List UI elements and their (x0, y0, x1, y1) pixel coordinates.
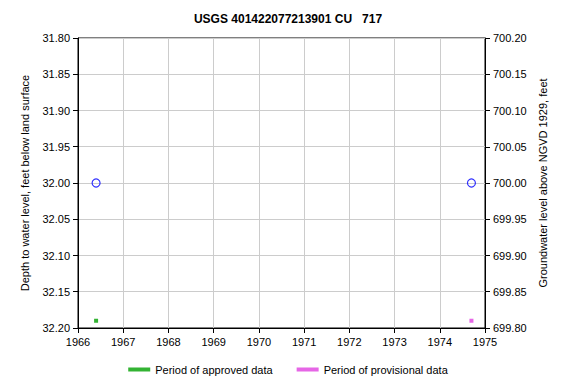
svg-text:31.90: 31.90 (42, 105, 70, 117)
svg-text:699.80: 699.80 (493, 322, 527, 334)
svg-text:1970: 1970 (247, 336, 271, 348)
svg-text:700.00: 700.00 (493, 177, 527, 189)
svg-text:1967: 1967 (111, 336, 135, 348)
svg-text:32.05: 32.05 (42, 213, 70, 225)
svg-text:1972: 1972 (337, 336, 361, 348)
svg-text:Depth to water level, feet bel: Depth to water level, feet below land su… (19, 75, 31, 291)
svg-text:Period of provisional data: Period of provisional data (324, 364, 449, 376)
svg-text:699.90: 699.90 (493, 250, 527, 262)
svg-text:1971: 1971 (292, 336, 316, 348)
svg-text:699.95: 699.95 (493, 213, 527, 225)
svg-text:1968: 1968 (156, 336, 180, 348)
svg-text:32.20: 32.20 (42, 322, 70, 334)
svg-text:Groundwater level above NGVD 1: Groundwater level above NGVD 1929, feet (537, 78, 549, 287)
svg-text:700.10: 700.10 (493, 105, 527, 117)
svg-text:32.10: 32.10 (42, 250, 70, 262)
svg-text:1973: 1973 (382, 336, 406, 348)
svg-text:1974: 1974 (428, 336, 452, 348)
svg-text:31.85: 31.85 (42, 68, 70, 80)
svg-text:32.15: 32.15 (42, 286, 70, 298)
svg-text:1969: 1969 (201, 336, 225, 348)
svg-text:1975: 1975 (473, 336, 497, 348)
svg-text:Period of approved data: Period of approved data (155, 364, 273, 376)
svg-text:31.95: 31.95 (42, 141, 70, 153)
svg-text:32.00: 32.00 (42, 177, 70, 189)
svg-text:USGS 401422077213901 CU 717: USGS 401422077213901 CU 717 (194, 12, 382, 26)
svg-text:699.85: 699.85 (493, 286, 527, 298)
svg-text:31.80: 31.80 (42, 32, 70, 44)
svg-text:700.05: 700.05 (493, 141, 527, 153)
svg-text:700.20: 700.20 (493, 32, 527, 44)
svg-text:1966: 1966 (66, 336, 90, 348)
svg-text:700.15: 700.15 (493, 68, 527, 80)
